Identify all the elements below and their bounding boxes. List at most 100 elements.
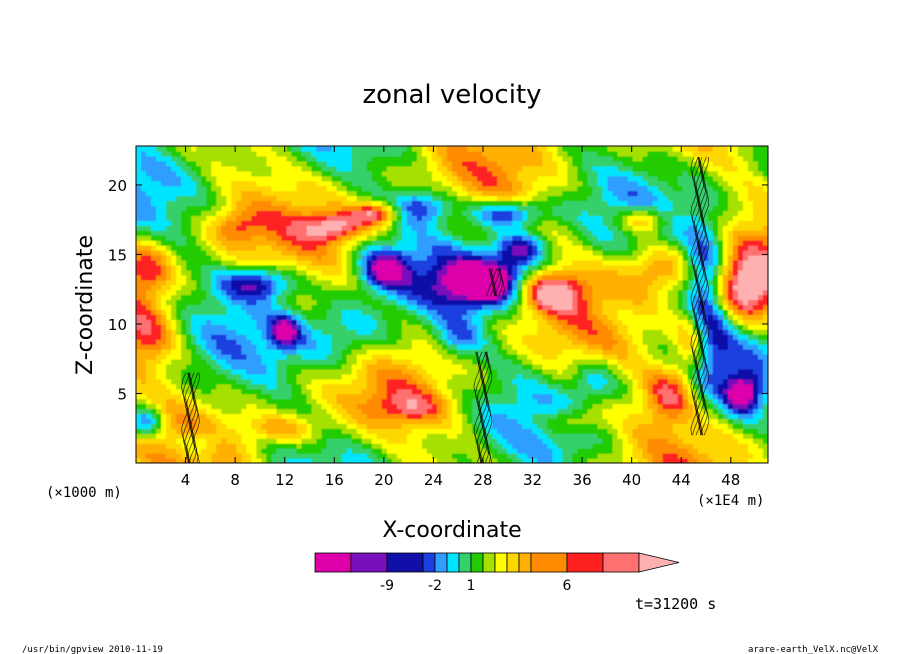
heatmap-cell bbox=[446, 339, 453, 345]
heatmap-cell bbox=[266, 269, 273, 276]
heatmap-cell bbox=[371, 309, 378, 315]
heatmap-cell bbox=[441, 363, 448, 370]
heatmap-cell bbox=[512, 388, 518, 395]
heatmap-cell bbox=[146, 354, 152, 360]
heatmap-cell bbox=[306, 284, 313, 291]
heatmap-cell bbox=[487, 324, 493, 330]
heatmap-cell bbox=[512, 383, 518, 390]
heatmap-cell bbox=[446, 220, 453, 226]
heatmap-cell bbox=[156, 279, 162, 286]
heatmap-cell bbox=[436, 264, 443, 271]
heatmap-cell bbox=[487, 373, 493, 380]
heatmap-cell bbox=[356, 309, 363, 315]
heatmap-cell bbox=[351, 339, 358, 345]
heatmap-cell bbox=[141, 329, 147, 335]
heatmap-cell bbox=[482, 250, 488, 256]
heatmap-cell bbox=[376, 433, 383, 439]
heatmap-cell bbox=[482, 314, 488, 320]
heatmap-cell bbox=[522, 195, 528, 202]
heatmap-cell bbox=[472, 453, 478, 459]
heatmap-cell bbox=[301, 423, 308, 429]
heatmap-cell bbox=[281, 274, 288, 281]
heatmap-cell bbox=[396, 165, 403, 172]
heatmap-cell bbox=[396, 150, 403, 157]
heatmap-cell bbox=[171, 190, 177, 197]
heatmap-cell bbox=[321, 418, 328, 424]
heatmap-cell bbox=[261, 230, 268, 236]
heatmap-cell bbox=[371, 264, 378, 271]
heatmap-cell bbox=[186, 324, 192, 330]
heatmap-cell bbox=[452, 423, 458, 429]
heatmap-cell bbox=[426, 334, 433, 340]
heatmap-cell bbox=[522, 210, 528, 216]
heatmap-cell bbox=[171, 264, 177, 271]
heatmap-cell bbox=[136, 220, 142, 226]
heatmap-cell bbox=[477, 205, 483, 211]
heatmap-cell bbox=[271, 165, 278, 172]
heatmap-cell bbox=[331, 319, 338, 325]
heatmap-cell bbox=[341, 254, 348, 261]
heatmap-cell bbox=[341, 150, 348, 157]
heatmap-cell bbox=[441, 175, 448, 182]
heatmap-cell bbox=[421, 314, 428, 320]
heatmap-cell bbox=[181, 160, 187, 167]
heatmap-cell bbox=[166, 418, 172, 424]
heatmap-cell bbox=[426, 185, 433, 192]
heatmap-cell bbox=[136, 428, 142, 434]
heatmap-cell bbox=[446, 398, 453, 405]
heatmap-cell bbox=[151, 185, 157, 192]
heatmap-cell bbox=[226, 458, 232, 463]
heatmap-cell bbox=[221, 264, 227, 271]
heatmap-cell bbox=[467, 274, 473, 281]
heatmap-cell bbox=[171, 240, 177, 246]
heatmap-cell bbox=[331, 175, 338, 182]
heatmap-cell bbox=[231, 408, 237, 415]
heatmap-cell bbox=[331, 284, 338, 291]
heatmap-cell bbox=[492, 329, 498, 335]
heatmap-cell bbox=[186, 274, 192, 281]
heatmap-cell bbox=[326, 254, 333, 261]
heatmap-cell bbox=[356, 423, 363, 429]
heatmap-cell bbox=[441, 304, 448, 311]
heatmap-cell bbox=[341, 180, 348, 187]
heatmap-cell bbox=[156, 155, 162, 162]
heatmap-cell bbox=[196, 205, 202, 211]
heatmap-cell bbox=[457, 373, 463, 380]
heatmap-cell bbox=[291, 373, 298, 380]
heatmap-cell bbox=[146, 235, 152, 241]
heatmap-cell bbox=[241, 165, 247, 172]
heatmap-cell bbox=[492, 225, 498, 231]
heatmap-cell bbox=[296, 240, 303, 246]
heatmap-cell bbox=[336, 150, 343, 157]
heatmap-cell bbox=[376, 304, 383, 311]
heatmap-cell bbox=[361, 225, 368, 231]
heatmap-cell bbox=[201, 146, 207, 152]
heatmap-cell bbox=[517, 408, 523, 415]
heatmap-cell bbox=[472, 309, 478, 315]
heatmap-cell bbox=[231, 289, 237, 296]
heatmap-cell bbox=[467, 408, 473, 415]
heatmap-cell bbox=[421, 423, 428, 429]
heatmap-cell bbox=[396, 423, 403, 429]
heatmap-cell bbox=[286, 220, 293, 226]
heatmap-cell bbox=[517, 373, 523, 380]
heatmap-cell bbox=[256, 403, 262, 410]
heatmap-cell bbox=[477, 378, 483, 385]
heatmap-cell bbox=[296, 349, 303, 355]
heatmap-cell bbox=[507, 339, 513, 345]
heatmap-cell bbox=[371, 205, 378, 211]
heatmap-cell bbox=[296, 165, 303, 172]
heatmap-cell bbox=[346, 155, 353, 162]
heatmap-cell bbox=[452, 205, 458, 211]
heatmap-cell bbox=[472, 230, 478, 236]
heatmap-cell bbox=[487, 205, 493, 211]
heatmap-cell bbox=[276, 146, 283, 152]
heatmap-cell bbox=[241, 284, 247, 291]
heatmap-cell bbox=[341, 160, 348, 167]
heatmap-cell bbox=[271, 358, 278, 365]
heatmap-cell bbox=[351, 289, 358, 296]
heatmap-cell bbox=[441, 165, 448, 172]
heatmap-cell bbox=[386, 200, 393, 207]
heatmap-cell bbox=[316, 284, 323, 291]
heatmap-cell bbox=[376, 423, 383, 429]
